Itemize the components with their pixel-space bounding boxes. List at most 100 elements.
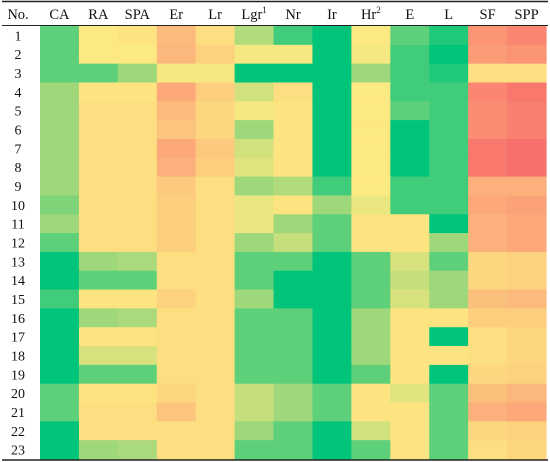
row-label: 1 [15, 29, 22, 44]
row-label: 2 [15, 48, 22, 63]
heatmap-cell [40, 270, 80, 291]
heatmap-cell [507, 138, 547, 159]
heatmap-cell [234, 421, 275, 441]
heatmap-cell [234, 101, 275, 121]
column-header: Nr [285, 7, 300, 23]
heatmap-cell [351, 82, 391, 102]
heatmap-cell [78, 138, 119, 159]
heatmap-cell [351, 26, 391, 46]
heatmap-cell [312, 101, 352, 121]
heatmap-cell [468, 308, 508, 328]
heatmap-cell [429, 63, 469, 84]
row-label: 3 [15, 67, 22, 82]
heatmap-cell [234, 383, 275, 404]
row-label: 9 [15, 180, 22, 195]
row-label: 5 [15, 105, 22, 120]
heatmap-cell [40, 195, 80, 215]
heatmap-cell [429, 44, 469, 65]
row-label: 12 [11, 237, 25, 252]
heatmap-cell [507, 251, 547, 272]
heatmap-cell [351, 402, 391, 422]
heatmap-cell [390, 364, 430, 385]
heatmap-cell [156, 26, 197, 46]
heatmap-cell [312, 82, 352, 102]
heatmap-cell [351, 289, 391, 309]
heatmap-cell [312, 308, 352, 328]
heatmap-cell [78, 289, 119, 309]
heatmap-cell [40, 214, 80, 234]
heatmap-cell [273, 157, 314, 178]
heatmap-cell [40, 327, 80, 347]
heatmap-cell [234, 195, 275, 215]
heatmap-cell [312, 214, 352, 234]
heatmap-cell [195, 270, 236, 291]
heatmap-cell [234, 327, 275, 347]
heatmap-cell [195, 214, 236, 234]
heatmap-cell [390, 138, 430, 159]
heatmap-cell [195, 138, 236, 159]
heatmap-cell [429, 421, 469, 441]
heatmap-cell [273, 120, 314, 140]
heatmap-cell [273, 44, 314, 65]
heatmap-cell [312, 383, 352, 404]
heatmap-cell [234, 63, 275, 84]
heatmap-cell [234, 440, 275, 460]
heatmap-cell [156, 289, 197, 309]
row-label: 8 [15, 161, 22, 176]
heatmap-cell [273, 402, 314, 422]
heatmap-cell [234, 138, 275, 159]
column-header: Er [169, 7, 183, 23]
heatmap-cell [78, 176, 119, 197]
heatmap-cell [195, 346, 236, 366]
heatmap-cell [468, 44, 508, 65]
heatmap-cell [117, 233, 158, 253]
heatmap-cell [234, 364, 275, 385]
heatmap-cell [156, 101, 197, 121]
heatmap-cell [117, 346, 158, 366]
heatmap-cell [468, 63, 508, 84]
row-label: 17 [11, 331, 25, 346]
heatmap-cell [117, 308, 158, 328]
heatmap-cell [390, 157, 430, 178]
heatmap-cell [507, 402, 547, 422]
heatmap-cell [156, 195, 197, 215]
heatmap-cell [429, 270, 469, 291]
heatmap-cell [195, 440, 236, 460]
heatmap-cell [468, 233, 508, 253]
heatmap-cell [273, 176, 314, 197]
heatmap-cell [429, 364, 469, 385]
row-label: 21 [11, 406, 25, 421]
heatmap-cell [429, 402, 469, 422]
corner-label: No. [7, 7, 28, 23]
heatmap-cell [156, 157, 197, 178]
heatmap-cell [390, 214, 430, 234]
heatmap-cell [117, 383, 158, 404]
heatmap-cell [351, 195, 391, 215]
heatmap-cell [195, 157, 236, 178]
heatmap-cell [40, 440, 80, 460]
heatmap-cell [117, 157, 158, 178]
heatmap-cell [234, 346, 275, 366]
heatmap-cell [312, 44, 352, 65]
heatmap-cell [78, 383, 119, 404]
heatmap-cell [312, 251, 352, 272]
heatmap-cell [507, 63, 547, 84]
heatmap-cell [429, 383, 469, 404]
heatmap-cell [273, 138, 314, 159]
heatmap-cell [117, 120, 158, 140]
heatmap-cell [195, 289, 236, 309]
heatmap-cell [78, 251, 119, 272]
heatmap-cell [78, 402, 119, 422]
row-label: 7 [15, 142, 22, 157]
heatmap-cell [234, 233, 275, 253]
heatmap-cell [156, 214, 197, 234]
heatmap-cell [507, 176, 547, 197]
heatmap-cell [234, 214, 275, 234]
heatmap-cell [156, 176, 197, 197]
heatmap-cell [429, 214, 469, 234]
column-header: RA [88, 7, 109, 23]
heatmap-cell [312, 421, 352, 441]
heatmap-cell [312, 289, 352, 309]
heatmap-cell [195, 327, 236, 347]
heatmap-cell [507, 101, 547, 121]
